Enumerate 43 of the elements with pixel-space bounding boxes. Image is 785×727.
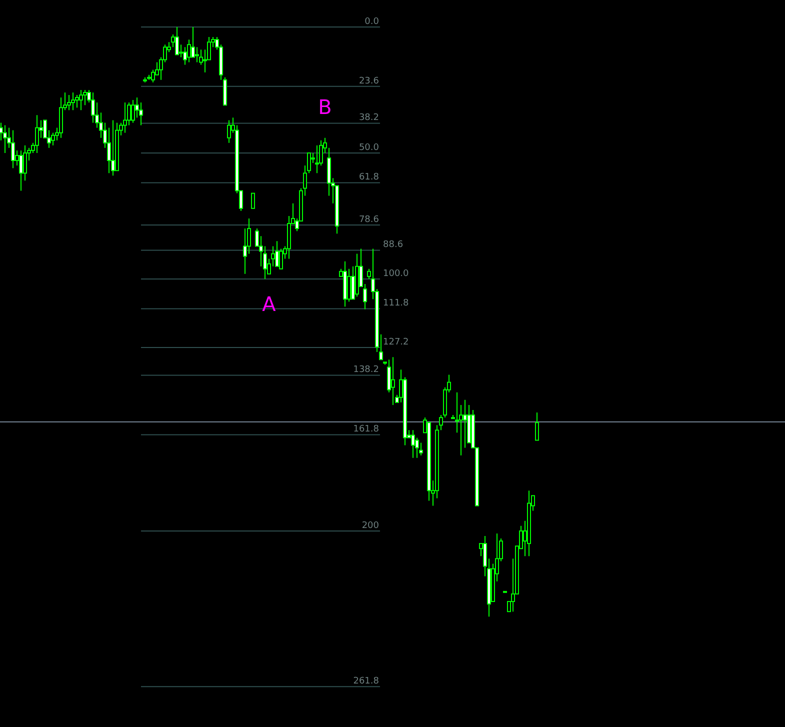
candlestick (123, 102, 127, 134)
candlestick (251, 192, 255, 209)
candlestick (347, 268, 351, 302)
candlestick (35, 114, 39, 154)
candlestick (175, 26, 179, 56)
ref-line-label: 61.8 (358, 172, 380, 183)
candlestick (275, 240, 279, 267)
ref-line-label: 100.0 (383, 268, 410, 279)
ref-line-label: 88.6 (383, 240, 404, 250)
candlestick (71, 92, 75, 111)
candlestick (191, 26, 195, 58)
candlestick (151, 69, 155, 83)
ref-line-label: 127.2 (383, 338, 409, 348)
ref-line-label: 200 (362, 520, 380, 531)
annotation: A (262, 292, 276, 316)
ref-line-label: 23.6 (358, 76, 380, 86)
ref-line-label: 0.0 (364, 16, 380, 27)
candlestick (19, 150, 23, 192)
candlestick (315, 144, 319, 174)
ref-line-label: 38.2 (358, 113, 379, 124)
candlestick (111, 120, 115, 176)
candlestick (67, 94, 71, 111)
candlestick (279, 248, 283, 270)
ref-line-label: 138.2 (353, 365, 379, 376)
annotation: B (318, 95, 332, 119)
candlestick (79, 89, 83, 111)
candlestick (227, 120, 231, 144)
candlestick (195, 46, 199, 63)
candlestick (535, 412, 539, 441)
ref-line-label: 78.6 (358, 215, 380, 226)
candlestick (391, 356, 395, 406)
candlestick (411, 430, 415, 458)
candlestick (11, 130, 15, 169)
ref-line-label: 261.8 (353, 676, 380, 687)
ref-line-label: 111.8 (383, 298, 410, 309)
ref-line-label: 161.8 (353, 424, 380, 435)
candlestick (51, 132, 55, 146)
candlestick (131, 100, 135, 124)
ref-line-label: 50.0 (358, 142, 380, 153)
candlestick (3, 124, 7, 154)
candlestick (463, 399, 467, 448)
candlestick (83, 89, 87, 106)
candlestick (75, 94, 79, 108)
